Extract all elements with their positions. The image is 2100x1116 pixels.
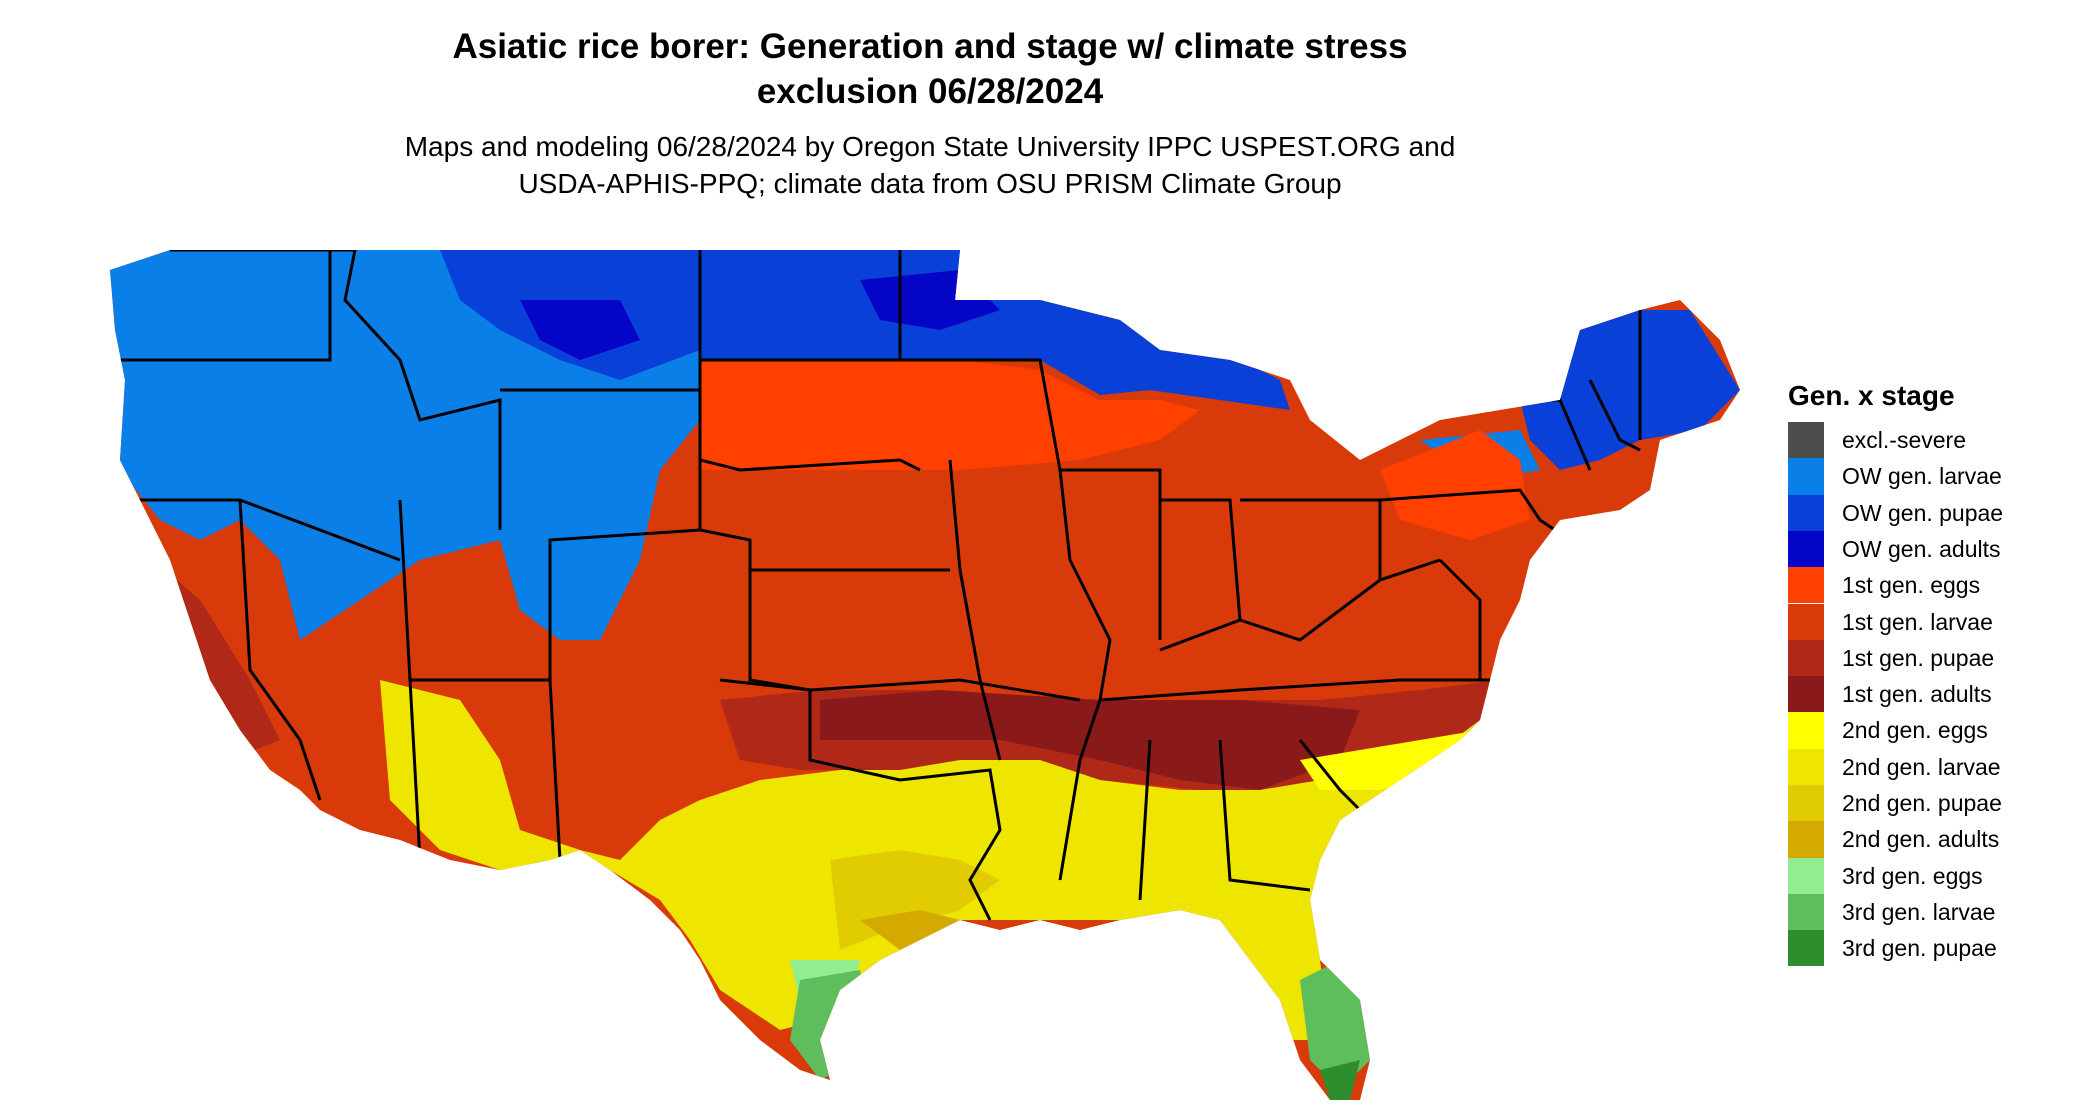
- legend-swatch: [1788, 821, 1824, 858]
- legend-swatch: [1788, 785, 1824, 822]
- map-title-line-1: Asiatic rice borer: Generation and stage…: [452, 27, 1408, 66]
- legend-item: 1st gen. adults: [1788, 676, 2088, 713]
- legend-item: 2nd gen. adults: [1788, 821, 2088, 858]
- map-title-line-2: exclusion 06/28/2024: [756, 72, 1104, 111]
- legend-label: 1st gen. adults: [1842, 681, 1992, 708]
- legend-item: 2nd gen. larvae: [1788, 748, 2088, 785]
- map-subtitle-line-2: USDA-APHIS-PPQ; climate data from OSU PR…: [518, 168, 1342, 199]
- legend-swatch: [1788, 676, 1824, 713]
- legend-swatch: [1788, 930, 1824, 967]
- legend-swatch: [1788, 748, 1824, 785]
- legend-label: 2nd gen. pupae: [1842, 790, 2002, 816]
- legend-swatch: [1788, 712, 1824, 749]
- legend-label: 1st gen. pupae: [1842, 644, 1995, 671]
- map-subtitle-line-1: Maps and modeling 06/28/2024 by Oregon S…: [404, 131, 1456, 162]
- legend-label: 3rd gen. eggs: [1842, 862, 1983, 889]
- legend-label: OW gen. larvae: [1842, 463, 2002, 490]
- legend-item: 3rd gen. larvae: [1788, 893, 2088, 931]
- legend-swatch: [1788, 567, 1824, 604]
- zone-3rd-pupae-florida: [1320, 1060, 1360, 1100]
- legend-item: OW gen. adults: [1788, 530, 2088, 568]
- legend-label: 1st gen. larvae: [1842, 608, 1993, 635]
- legend-label: excl.-severe: [1842, 427, 1966, 453]
- zone-ow-pupae-northeast: [1520, 310, 1740, 470]
- zone-ow-adults-west: [520, 300, 640, 360]
- legend-label: OW gen. pupae: [1842, 499, 2004, 526]
- legend-label: 2nd gen. eggs: [1842, 717, 1988, 744]
- legend-label: 3rd gen. pupae: [1842, 935, 1997, 962]
- legend-item: OW gen. pupae: [1788, 494, 2088, 531]
- state-boundaries: [120, 250, 1642, 921]
- legend-swatch: [1788, 857, 1824, 894]
- legend-swatch: [1788, 639, 1824, 677]
- zone-3rd-larvae-florida: [1300, 960, 1370, 1090]
- legend-swatch: [1788, 422, 1824, 459]
- zone-1st-eggs-north: [700, 360, 1200, 470]
- legend-swatch: [1788, 893, 1824, 931]
- legend-title: Gen. x stage: [1788, 380, 1955, 411]
- legend-label: 3rd gen. larvae: [1842, 898, 1996, 925]
- zone-1st-eggs-northeast: [1380, 430, 1530, 540]
- legend-label: OW gen. adults: [1842, 535, 2001, 562]
- zone-1st-adults: [820, 690, 1360, 790]
- legend-swatch: [1788, 603, 1824, 640]
- legend-label: 2nd gen. adults: [1842, 826, 2000, 853]
- legend-label: 2nd gen. larvae: [1842, 753, 2001, 780]
- legend-item: 2nd gen. eggs: [1788, 712, 2088, 749]
- legend-item: excl.-severe: [1788, 422, 2088, 459]
- legend-item: 1st gen. larvae: [1788, 603, 2088, 640]
- legend-item: 3rd gen. eggs: [1788, 857, 2088, 894]
- legend-swatch: [1788, 458, 1824, 495]
- legend-label: 1st gen. eggs: [1842, 572, 1981, 599]
- legend-item: 2nd gen. pupae: [1788, 785, 2088, 822]
- legend-swatch: [1788, 530, 1824, 568]
- legend-item: OW gen. larvae: [1788, 458, 2088, 495]
- legend-item: 3rd gen. pupae: [1788, 930, 2088, 967]
- zone-ow-pupae-north: [690, 250, 1290, 410]
- legend-item: 1st gen. pupae: [1788, 639, 2088, 677]
- legend-swatch: [1788, 494, 1824, 531]
- legend-item: 1st gen. eggs: [1788, 567, 2088, 604]
- zone-2nd-adults: [860, 910, 960, 950]
